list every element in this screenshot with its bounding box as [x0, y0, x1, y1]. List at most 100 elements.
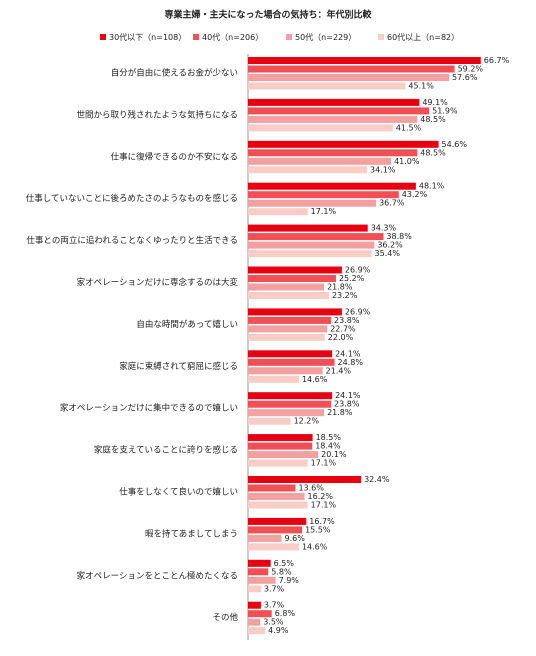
value-label: 57.6%: [452, 73, 478, 82]
bar: [248, 149, 418, 157]
value-label: 34.1%: [370, 165, 396, 174]
bar: [248, 493, 305, 500]
bar: [248, 241, 375, 249]
value-label: 14.6%: [302, 542, 328, 551]
bar: [248, 534, 282, 542]
value-label: 17.1%: [311, 459, 337, 468]
bar: [248, 325, 328, 333]
bar: [248, 82, 406, 90]
bar: [248, 292, 329, 299]
bar: [248, 559, 271, 567]
value-label: 26.9%: [345, 266, 371, 275]
bar: [248, 367, 323, 375]
bar: [248, 358, 335, 366]
bar: [248, 618, 261, 626]
bar: [248, 98, 420, 106]
value-label: 49.1%: [422, 98, 448, 107]
value-label: 34.3%: [371, 224, 397, 233]
bar: [248, 224, 368, 232]
value-label: 12.2%: [294, 417, 320, 426]
bar: [248, 115, 418, 123]
value-label: 4.9%: [268, 626, 289, 635]
bar: [248, 400, 332, 408]
value-label: 48.1%: [419, 182, 445, 191]
bar: [248, 266, 342, 274]
bar: [248, 627, 266, 635]
bar: [248, 74, 450, 81]
bar: [248, 208, 308, 216]
bar: [248, 459, 308, 467]
value-label: 59.2%: [458, 65, 484, 74]
value-label: 25.2%: [339, 274, 365, 283]
bar: [248, 442, 313, 450]
value-label: 24.1%: [335, 349, 361, 358]
category-label: 家オペレーションだけに集中できるので嬉しい: [60, 403, 238, 414]
bar: [248, 333, 325, 341]
value-label: 35.4%: [375, 249, 401, 258]
bar: [248, 610, 272, 618]
category-label: 家庭に束縛されて窮屈に感じる: [119, 361, 238, 372]
value-label: 13.6%: [298, 484, 324, 493]
bar: [248, 157, 392, 165]
bar: [248, 182, 416, 190]
category-label: 世間から取り残されたような気持ちになる: [76, 109, 238, 120]
bar: [248, 199, 377, 207]
category-label: 自由な時間があって嬉しい: [136, 319, 238, 330]
bar: [248, 451, 319, 459]
bar: [248, 576, 276, 584]
value-label: 38.8%: [386, 232, 412, 241]
category-label: 家オペレーションをとことん極めたくなる: [77, 570, 238, 581]
bar: [248, 601, 261, 609]
category-label: その他: [212, 612, 238, 623]
value-label: 20.1%: [321, 450, 347, 459]
category-label: 自分が自由に使えるお金が少ない: [111, 68, 238, 79]
bar: [248, 375, 299, 383]
value-label: 9.6%: [285, 534, 306, 543]
value-label: 36.2%: [377, 241, 403, 250]
bar: [248, 526, 303, 534]
legend-label: 30代以下（n=108）: [109, 32, 186, 42]
bar: [248, 543, 299, 551]
value-label: 14.6%: [302, 375, 328, 384]
category-label: 仕事に復帰できるのか不安になる: [111, 151, 238, 162]
bar: [248, 350, 333, 358]
bar: [248, 107, 430, 115]
value-label: 21.8%: [327, 408, 353, 417]
bar: [248, 501, 308, 509]
bar: [248, 417, 291, 425]
value-label: 66.7%: [484, 56, 510, 65]
value-label: 18.4%: [315, 442, 341, 451]
bar: [248, 308, 342, 316]
bar: [248, 250, 372, 258]
legend-label: 40代（n=206）: [202, 32, 263, 42]
value-label: 16.2%: [308, 492, 334, 501]
bar: [248, 283, 325, 291]
bar: [248, 191, 399, 199]
bar: [248, 124, 393, 132]
value-label: 45.1%: [408, 82, 434, 91]
bar: [248, 233, 384, 241]
category-label: 家庭を支えていることに誇りを感じる: [94, 445, 238, 456]
legend-swatch: [378, 34, 384, 40]
bar: [248, 166, 368, 174]
value-label: 17.1%: [311, 501, 337, 510]
value-label: 21.8%: [327, 283, 353, 292]
value-label: 36.7%: [379, 199, 405, 208]
value-label: 17.1%: [311, 207, 337, 216]
legend-swatch: [286, 34, 292, 40]
value-label: 23.8%: [334, 316, 360, 325]
value-label: 5.8%: [271, 567, 292, 576]
value-label: 54.6%: [442, 140, 468, 149]
bar: [248, 476, 362, 483]
bar: [248, 140, 439, 148]
value-label: 22.0%: [328, 333, 354, 342]
value-label: 48.5%: [420, 148, 446, 157]
value-label: 3.7%: [264, 601, 285, 610]
category-label: 仕事との両立に追われることなくゆったりと生活できる: [26, 235, 238, 246]
bar: [248, 517, 307, 525]
value-label: 32.4%: [364, 475, 390, 484]
value-label: 24.8%: [338, 358, 364, 367]
value-label: 41.0%: [394, 157, 420, 166]
category-label: 暇を持てあましてしまう: [145, 528, 238, 539]
